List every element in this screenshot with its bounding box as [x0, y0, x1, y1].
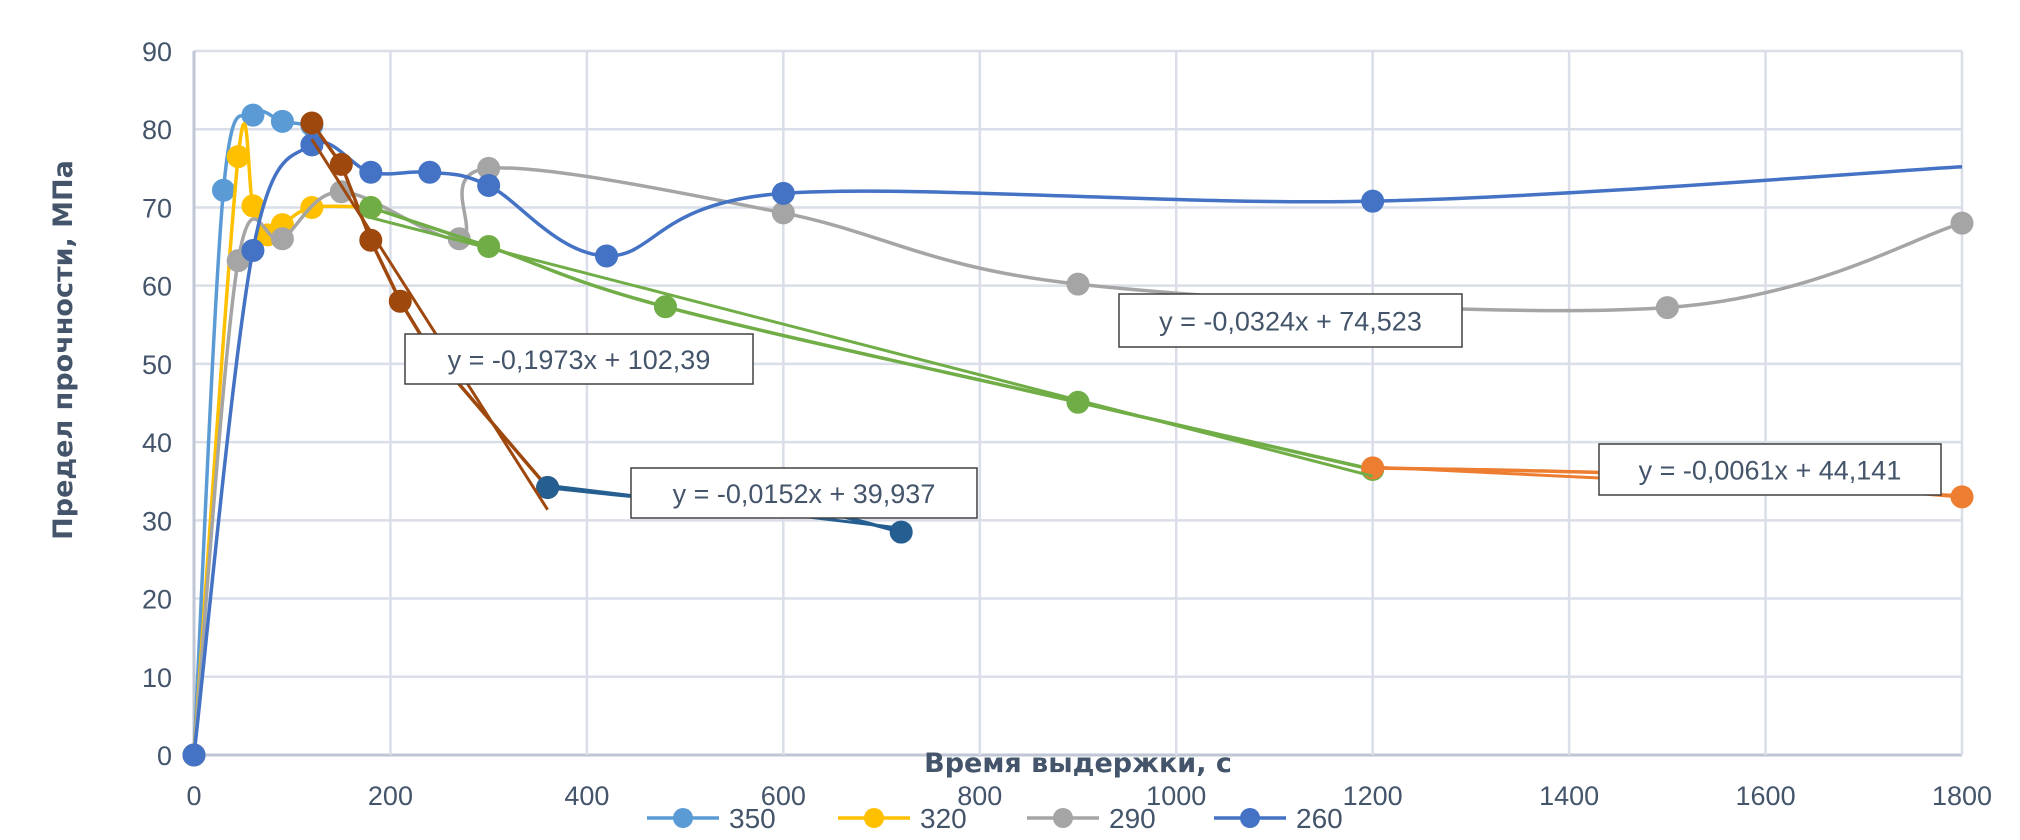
data-point [1655, 296, 1679, 320]
trendline [310, 138, 549, 511]
data-point [771, 201, 795, 225]
data-point [595, 244, 619, 268]
y-tick-label: 20 [142, 585, 172, 615]
data-point [889, 520, 913, 544]
trendline-label-box [1598, 443, 1942, 496]
legend-label: 320 [920, 803, 967, 834]
y-tick-label: 10 [142, 663, 172, 693]
y-tick-label: 0 [157, 741, 172, 771]
trendline-equation: y = -0,1973x + 102,39 [448, 345, 711, 375]
y-axis-title: Предел прочности, МПа [48, 160, 79, 540]
legend-marker [864, 808, 884, 828]
trendline-label-box [630, 467, 978, 519]
data-point [653, 295, 677, 319]
y-tick-label: 60 [142, 272, 172, 302]
data-point [241, 103, 265, 127]
y-tick-label: 80 [142, 115, 172, 145]
data-point [359, 160, 383, 184]
data-point [329, 152, 353, 176]
y-tick-label: 30 [142, 506, 172, 536]
series-320 [182, 122, 383, 767]
x-tick-label: 1000 [1146, 781, 1206, 811]
data-point [182, 743, 206, 767]
data-point [1950, 485, 1974, 509]
data-point [1066, 272, 1090, 296]
x-tick-label: 1400 [1539, 781, 1599, 811]
x-tick-label: 200 [368, 781, 413, 811]
data-point [241, 238, 265, 262]
data-point [771, 181, 795, 205]
legend-label: 350 [729, 803, 776, 834]
legend-label: 290 [1109, 803, 1156, 834]
data-point [418, 160, 442, 184]
x-tick-label: 1600 [1736, 781, 1796, 811]
trendline-label-box [404, 333, 754, 385]
legend-label: 260 [1296, 803, 1343, 834]
trendline [370, 216, 1374, 478]
y-tick-label: 90 [142, 37, 172, 67]
y-tick-label: 50 [142, 350, 172, 380]
data-point [300, 111, 324, 135]
x-tick-label: 800 [957, 781, 1002, 811]
y-tick-label: 70 [142, 193, 172, 223]
trendline-equation: y = -0,0324x + 74,523 [1159, 307, 1422, 337]
data-point [1950, 211, 1974, 235]
legend-item-260: 260 [1214, 803, 1343, 834]
legend: 350 320 290 260 [647, 803, 1343, 834]
data-point [270, 227, 294, 251]
trendline-equation: y = -0,0061x + 44,141 [1639, 456, 1902, 486]
x-axis-title: Время выдержки, с [924, 748, 1232, 779]
x-tick-label: 600 [761, 781, 806, 811]
data-point [1361, 189, 1385, 213]
legend-marker [1240, 808, 1260, 828]
series-line [192, 166, 1963, 756]
data-point [270, 109, 294, 133]
y-tick-label: 40 [142, 428, 172, 458]
y-axis-ticks: 0 10 20 30 40 50 60 70 80 90 [142, 37, 172, 771]
legend-item-290: 290 [1027, 803, 1156, 834]
series-290 [182, 156, 1974, 767]
trendline-equation: y = -0,0152x + 39,937 [673, 479, 936, 509]
data-point [359, 195, 383, 219]
x-axis-ticks: 0 200 400 600 800 1000 1200 1400 1600 1800 [186, 781, 1992, 811]
trendline-label-box [1118, 293, 1463, 348]
x-tick-label: 0 [186, 781, 201, 811]
legend-marker [673, 808, 693, 828]
data-point [388, 289, 412, 313]
x-tick-label: 400 [564, 781, 609, 811]
data-point [211, 178, 235, 202]
series-260 [182, 133, 1963, 767]
x-tick-label: 1200 [1343, 781, 1403, 811]
trendline-labels: y = -0,1973x + 102,39 y = -0,0152x + 39,9… [404, 293, 1942, 519]
legend-item-350: 350 [647, 803, 776, 834]
x-tick-label: 1800 [1932, 781, 1992, 811]
data-point [226, 145, 250, 169]
data-point [477, 174, 501, 198]
legend-item-320: 320 [838, 803, 967, 834]
legend-marker [1053, 808, 1073, 828]
series-layer [182, 103, 1974, 767]
